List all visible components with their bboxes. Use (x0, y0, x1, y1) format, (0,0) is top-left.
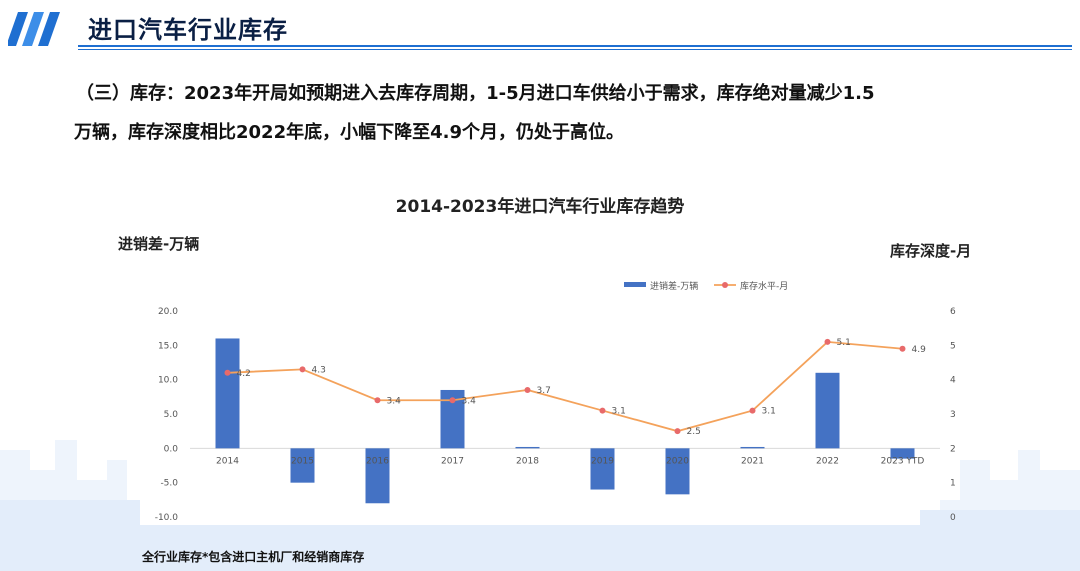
footnote: 全行业库存*包含进口主机厂和经销商库存 (142, 550, 365, 564)
x-tick-label: 2022 (816, 456, 839, 466)
y-right-tick-label: 4 (950, 376, 956, 386)
inventory-level-data-label: 3.1 (612, 407, 626, 417)
x-tick-label: 2014 (216, 456, 239, 466)
y-left-tick-label: 10.0 (158, 376, 178, 386)
x-tick-label: 2021 (741, 456, 764, 466)
inventory-level-data-label: 4.3 (312, 365, 326, 375)
bar-2020 (665, 448, 690, 495)
summary-line-2: 万辆，库存深度相比2022年底，小幅下降至4.9个月，仍处于高位。 (74, 122, 624, 143)
inventory-level-data-label: 2.5 (687, 427, 701, 437)
inventory-level-data-label: 4.9 (912, 345, 927, 355)
title-underline-thin (78, 49, 1072, 50)
bar-2015 (290, 448, 315, 483)
inventory-level-data-label: 3.4 (462, 396, 477, 406)
y-left-tick-label: 0.0 (164, 444, 179, 454)
left-axis-title: 进销差-万辆 (118, 235, 200, 253)
inventory-level-data-label: 5.1 (837, 338, 851, 348)
chart-title: 2014-2023年进口汽车行业库存趋势 (395, 197, 685, 217)
x-tick-label: 2015 (291, 456, 314, 466)
inventory-level-point (599, 407, 606, 414)
y-left-tick-label: -10.0 (155, 513, 179, 523)
y-left-tick-label: -5.0 (160, 479, 178, 489)
title-underline (78, 45, 1072, 47)
bar-2022 (815, 372, 840, 449)
inventory-level-point (524, 386, 531, 393)
x-tick-label: 2019 (591, 456, 614, 466)
right-axis-title: 库存深度-月 (890, 242, 972, 260)
inventory-level-point (224, 369, 231, 376)
bar-2016 (365, 448, 390, 504)
inventory-level-point (824, 338, 831, 345)
bar-2019 (590, 448, 615, 490)
inventory-level-data-label: 3.4 (387, 396, 402, 406)
y-right-tick-label: 6 (950, 307, 956, 317)
inventory-level-point (449, 397, 456, 404)
summary-paragraph: （三）库存：2023年开局如预期进入去库存周期，1-5月进口车供给小于需求，库存… (74, 74, 1049, 152)
legend-line-label: 库存水平-月 (740, 280, 788, 292)
bar-2018 (515, 446, 540, 449)
inventory-level-data-label: 3.7 (537, 386, 551, 396)
inventory-level-line (227, 340, 903, 433)
y-left-tick-label: 5.0 (164, 410, 179, 420)
y-right-tick-label: 5 (950, 341, 956, 351)
header-stripes-logo (8, 12, 60, 46)
y-right-tick-label: 3 (950, 410, 956, 420)
y-right-tick-label: 0 (950, 513, 956, 523)
inventory-level-point (299, 366, 306, 373)
inventory-level-data-label: 3.1 (762, 407, 776, 417)
inventory-level-point (374, 397, 381, 404)
x-tick-label: 2023 YTD (881, 456, 925, 466)
legend-bar-swatch (624, 282, 646, 287)
legend-bar-label: 进销差-万辆 (650, 280, 698, 292)
x-tick-label: 2016 (366, 456, 389, 466)
x-tick-label: 2020 (666, 456, 689, 466)
x-tick-label: 2018 (516, 456, 539, 466)
x-tick-label: 2017 (441, 456, 464, 466)
legend-line-marker (722, 282, 728, 288)
inventory-level-point (674, 428, 681, 435)
y-left-tick-label: 15.0 (158, 341, 178, 351)
y-left-tick-label: 20.0 (158, 307, 178, 317)
inventory-level-point (899, 345, 906, 352)
bar-2014 (215, 338, 240, 449)
page-title: 进口汽车行业库存 (88, 16, 288, 44)
bar-2021 (740, 446, 765, 449)
inventory-level-data-label: 4.2 (237, 369, 251, 379)
y-right-tick-label: 1 (950, 479, 956, 489)
bar-2023-YTD (890, 448, 915, 459)
inventory-level-point (749, 407, 756, 414)
y-right-tick-label: 2 (950, 444, 956, 454)
summary-line-1: （三）库存：2023年开局如预期进入去库存周期，1-5月进口车供给小于需求，库存… (76, 83, 875, 104)
